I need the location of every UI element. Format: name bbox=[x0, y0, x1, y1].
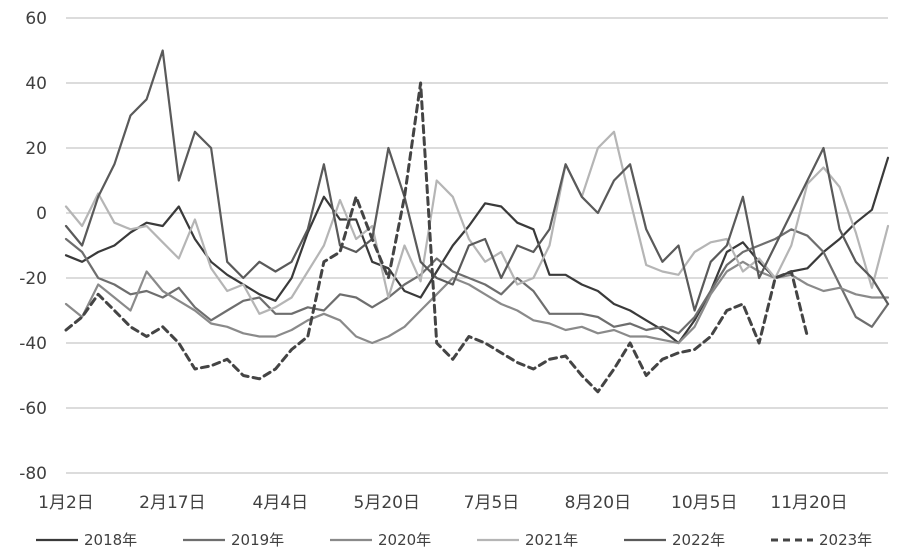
gridlines bbox=[66, 17, 888, 474]
legend: 2018年 2019年 2020年 2021年 2022年 2023年 bbox=[36, 531, 872, 549]
legend-label: 2021年 bbox=[525, 531, 578, 549]
x-tick-label: 11月20日 bbox=[770, 493, 847, 513]
legend-label: 2018年 bbox=[84, 531, 137, 549]
legend-label: 2020年 bbox=[378, 531, 431, 549]
series-lines bbox=[64, 49, 890, 394]
legend-label: 2023年 bbox=[819, 531, 872, 549]
legend-label: 2022年 bbox=[672, 531, 725, 549]
y-tick-label: 20 bbox=[25, 139, 47, 159]
series-line bbox=[64, 81, 809, 394]
y-axis-ticks: 60 40 20 0 -20 -40 -60 -80 bbox=[19, 9, 47, 484]
y-tick-label: 40 bbox=[25, 74, 47, 94]
legend-label: 2019年 bbox=[231, 531, 284, 549]
y-tick-label: 0 bbox=[36, 204, 47, 224]
y-tick-label: 60 bbox=[25, 9, 47, 29]
series-line bbox=[64, 228, 890, 335]
series-line bbox=[64, 260, 890, 345]
y-tick-label: -80 bbox=[19, 464, 47, 484]
x-tick-label: 8月20日 bbox=[565, 493, 631, 513]
x-axis-ticks: 1月2日 2月17日 4月4日 5月20日 7月5日 8月20日 10月5日 11月20日 bbox=[38, 493, 847, 513]
y-tick-label: -40 bbox=[19, 334, 47, 354]
series-line bbox=[64, 49, 890, 312]
series-line bbox=[64, 156, 890, 345]
x-tick-label: 1月2日 bbox=[38, 493, 94, 513]
x-tick-label: 10月5日 bbox=[671, 493, 737, 513]
y-tick-label: -60 bbox=[19, 399, 47, 419]
x-tick-label: 4月4日 bbox=[253, 493, 309, 513]
y-tick-label: -20 bbox=[19, 269, 47, 289]
x-tick-label: 5月20日 bbox=[354, 493, 420, 513]
x-tick-label: 7月5日 bbox=[464, 493, 520, 513]
x-tick-label: 2月17日 bbox=[139, 493, 205, 513]
series-line bbox=[64, 130, 890, 315]
